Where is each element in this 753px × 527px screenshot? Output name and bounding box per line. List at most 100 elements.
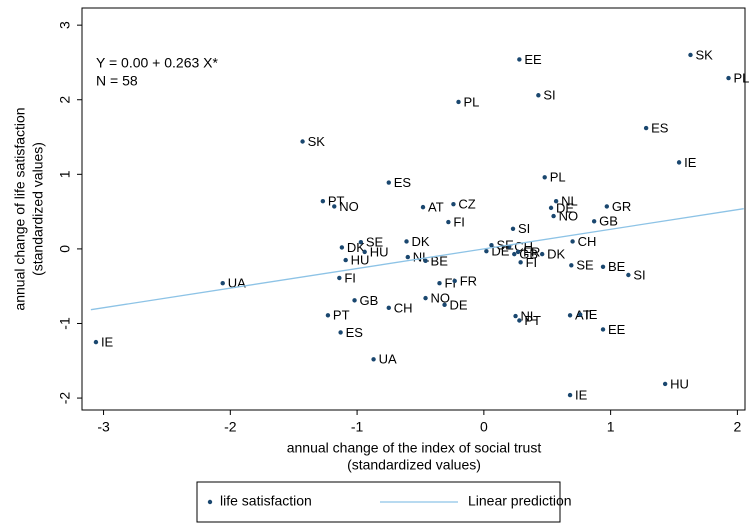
point	[386, 305, 391, 311]
point-label: FI	[444, 276, 456, 291]
point-label: FR	[460, 273, 477, 288]
point	[451, 201, 456, 207]
annotation: Y = 0.00 + 0.263 X*	[96, 55, 219, 71]
point	[567, 313, 573, 318]
point	[484, 248, 489, 254]
point	[300, 139, 305, 144]
point-label: SI	[633, 267, 645, 282]
point-label: IE	[684, 155, 697, 170]
point	[343, 257, 348, 263]
point-label: GB	[599, 214, 618, 229]
point-label: NO	[339, 199, 359, 214]
point	[437, 281, 442, 286]
point-label: SK	[695, 47, 713, 62]
point	[570, 239, 575, 244]
x-tick-label: 1	[607, 419, 615, 435]
point	[567, 392, 573, 398]
y-tick-label: 1	[57, 170, 73, 178]
point	[539, 251, 545, 257]
point	[489, 242, 494, 248]
point	[386, 180, 391, 185]
point	[93, 339, 99, 345]
y-tick-label: 3	[57, 21, 73, 29]
point	[569, 263, 574, 268]
point	[536, 93, 541, 98]
point	[518, 260, 523, 265]
x-tick-label: -2	[224, 419, 237, 435]
legend-label: Linear prediction	[468, 493, 572, 509]
point	[423, 295, 428, 301]
point-label: SK	[308, 134, 326, 149]
point	[371, 357, 376, 362]
point-label: CH	[578, 234, 597, 249]
legend-label: life satisfaction	[220, 493, 312, 509]
point-label: IE	[101, 335, 114, 350]
point	[517, 318, 522, 323]
point-label: EE	[524, 52, 542, 67]
point-label: DK	[347, 240, 365, 255]
point	[332, 204, 337, 209]
point-label: FI	[526, 255, 538, 270]
point-label: ES	[394, 175, 412, 190]
point-label: NO	[559, 209, 579, 224]
point-label: PL	[550, 170, 566, 185]
x-tick-label: -1	[351, 419, 364, 435]
x-axis-title: annual change of the index of social tru…	[287, 440, 542, 456]
point	[362, 249, 367, 255]
annotation: N = 58	[96, 73, 138, 89]
point-label: UA	[379, 352, 397, 367]
point-label: SI	[543, 88, 555, 103]
point	[512, 251, 517, 257]
point	[517, 57, 522, 62]
point-label: AT	[575, 308, 591, 323]
point	[662, 381, 668, 387]
point	[515, 249, 521, 255]
legend-marker	[207, 499, 213, 505]
point	[604, 204, 610, 209]
point-label: EE	[608, 322, 626, 337]
x-tick-label: 2	[733, 419, 741, 435]
point-label: PT	[328, 194, 345, 209]
point-label: FI	[453, 214, 465, 229]
point-label: ES	[651, 121, 669, 136]
point	[600, 264, 606, 270]
point-label: PL	[734, 71, 750, 86]
point	[626, 272, 631, 278]
point-label: DE	[450, 297, 468, 312]
point-label: HU	[351, 253, 370, 268]
point-label: NO	[431, 291, 451, 306]
point	[542, 175, 547, 180]
point-label: GB	[360, 293, 379, 308]
point	[404, 239, 409, 244]
point-label: GB	[519, 247, 538, 262]
point-label: PT	[333, 308, 350, 323]
point	[320, 198, 326, 204]
point	[405, 254, 410, 260]
point-label: FI	[344, 270, 356, 285]
regression-line	[90, 208, 744, 311]
point	[442, 302, 447, 308]
point	[456, 99, 461, 105]
point	[446, 219, 451, 225]
point-label: IE	[575, 388, 588, 403]
point-label: NL	[561, 194, 578, 209]
point-label: BE	[608, 259, 626, 274]
point	[548, 205, 554, 211]
legend-box	[196, 481, 561, 523]
x-tick-label: 0	[480, 419, 488, 435]
point	[510, 226, 516, 231]
y-tick-label: -2	[57, 392, 73, 405]
point-label: FR	[523, 244, 540, 259]
point	[513, 313, 518, 319]
point-label: CH	[394, 300, 413, 315]
y-tick-label: -1	[57, 317, 73, 330]
point	[578, 312, 583, 317]
point	[338, 330, 343, 335]
point-label: DK	[547, 247, 565, 262]
point-label: PL	[464, 94, 480, 109]
point	[643, 125, 649, 131]
point-label: DK	[412, 234, 430, 249]
point-label: GR	[612, 199, 632, 214]
point-label: SE	[366, 235, 384, 250]
